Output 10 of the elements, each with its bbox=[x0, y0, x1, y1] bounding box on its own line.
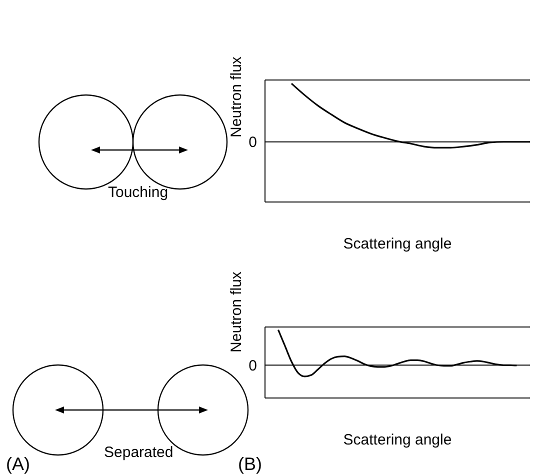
ref-line-label: 0 bbox=[248, 134, 257, 152]
x-axis-title: Scattering angle bbox=[343, 432, 452, 449]
text: (B) bbox=[238, 454, 262, 475]
text: Separated bbox=[104, 444, 174, 461]
y-axis-title: Neutron flux bbox=[227, 270, 246, 354]
text: Touching bbox=[108, 184, 168, 201]
y-axis-title: Neutron flux bbox=[227, 56, 246, 140]
ref-line-label: 0 bbox=[248, 357, 257, 374]
text: (A) bbox=[6, 454, 30, 475]
x-axis-title: Scattering angle bbox=[343, 236, 452, 253]
